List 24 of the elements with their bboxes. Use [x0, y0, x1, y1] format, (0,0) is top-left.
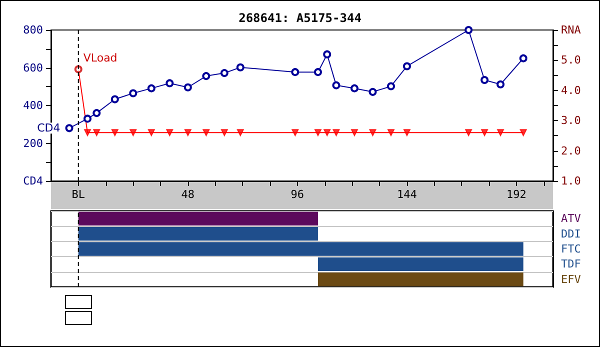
y2-tick-label: 4.0	[561, 84, 581, 97]
y-tick-label: 600	[23, 61, 43, 74]
y-tick-label: ATV	[561, 212, 582, 226]
x-tick-label: 48	[181, 188, 195, 201]
y-tick-label: EFV	[561, 272, 582, 286]
series-label: CD4	[37, 122, 60, 135]
y-tick-label: 400	[23, 99, 43, 112]
y-tick-label: CD4	[23, 174, 44, 188]
y2-tick-label: 3.0	[561, 114, 581, 128]
y-tick-label: 200	[23, 136, 43, 150]
x-tick-label: 192	[506, 188, 526, 201]
y2-tick-label: RNA	[561, 24, 582, 36]
y2-tick-label: 2.0	[561, 144, 581, 158]
y-tick-label: 800	[23, 24, 43, 36]
x-tick-label: 96	[290, 188, 304, 201]
x-tick-label: BL	[72, 188, 86, 201]
chart-title: 268641: A5175-344	[238, 11, 362, 25]
y2-tick-label: 1.0	[561, 174, 581, 188]
series-label: VLoad	[83, 51, 118, 64]
y-tick-label: DDI	[561, 227, 581, 240]
y-tick-label: FTC	[561, 242, 581, 256]
x-tick-label: 144	[397, 188, 418, 201]
y2-tick-label: 5.0	[561, 54, 581, 67]
y-tick-label: TDF	[561, 258, 581, 271]
